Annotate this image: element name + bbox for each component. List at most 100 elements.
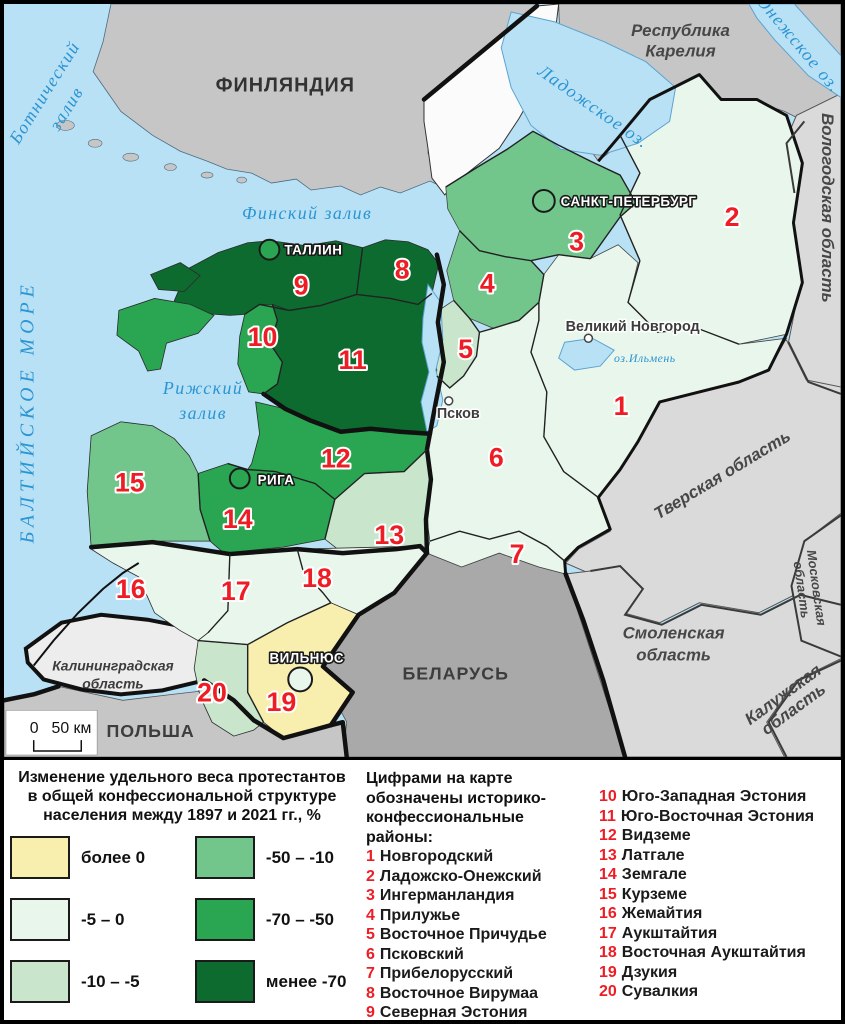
- index-item-name: Восточное Вирумаа: [379, 984, 539, 1002]
- index-item: 3 Ингерманландия: [366, 886, 593, 906]
- border-lithuania-belarus: [320, 550, 430, 728]
- index-item-number: 10: [599, 788, 617, 805]
- index-item-name: Юго-Восточная Эстония: [620, 807, 815, 825]
- legend-column-2: -50 – -10 -70 – -50 менее -70: [194, 836, 354, 1020]
- legend-label: менее -70: [265, 971, 347, 991]
- index-item-number: 4: [366, 906, 375, 924]
- region-number-18: 18: [302, 563, 332, 593]
- index-item-name: Новгородский: [379, 848, 494, 865]
- index-item-name: Латгале: [621, 846, 685, 864]
- karelia-label-line1: Республика: [631, 21, 730, 40]
- index-item-number: 13: [599, 846, 617, 864]
- vilnius-label: ВИЛЬНЮС: [269, 650, 344, 665]
- legend-swatch: [10, 960, 70, 1003]
- border-estonia-latvia: [261, 391, 433, 436]
- vologda-oblast-label: Вологодская область: [818, 113, 837, 303]
- index-item-name: Восточная Аукштайтия: [621, 944, 806, 961]
- index-item-number: 6: [366, 945, 375, 963]
- index-item-number: 3: [366, 887, 375, 904]
- legend-item: -5 – 0: [10, 898, 195, 941]
- index-item-number: 17: [599, 924, 617, 942]
- legend-label: более 0: [81, 847, 146, 867]
- index-item-name: Ладожско-Онежский: [379, 867, 542, 885]
- riga-marker: [228, 467, 251, 490]
- index-item-name: Восточное Причудье: [379, 926, 547, 943]
- region-number-3: 3: [569, 227, 584, 257]
- legend-title: Изменение удельного веса протестантов в …: [10, 768, 354, 825]
- map-canvas: Ботнический залив БАЛТИЙСКОЕ МОРЕ Фински…: [4, 4, 841, 757]
- region-number-4: 4: [480, 268, 495, 298]
- state-borders: [4, 4, 628, 757]
- study-zone-outer-boundary: [563, 73, 804, 575]
- index-header: Цифрами на карте обозначены историко- ко…: [366, 769, 593, 847]
- gulf-of-finland-label: Финский залив: [242, 203, 372, 223]
- legend-item: -10 – -5: [10, 960, 195, 1003]
- index-item: 2 Ладожско-Онежский: [366, 867, 593, 887]
- index-item-number: 19: [599, 963, 617, 981]
- index-item-number: 18: [599, 944, 617, 961]
- index-header-line3: конфессиональные районы:: [366, 809, 524, 846]
- legend-title-line3: населения между 1897 и 2021 гг., %: [43, 807, 321, 824]
- lake-onega: [748, 4, 841, 99]
- saint-petersburg-marker: [531, 189, 556, 213]
- scale-distance-label: 50 км: [52, 720, 92, 737]
- legend-item: -70 – -50: [194, 898, 354, 941]
- index-item: 10 Юго-Западная Эстония: [599, 787, 841, 807]
- region-number-16: 16: [116, 574, 146, 604]
- border-latvia-russia: [423, 431, 434, 556]
- index-item: 16 Жемайтия: [599, 904, 841, 924]
- border-estonia-russia: [427, 252, 447, 436]
- finland-label: ФИНЛЯНДИЯ: [216, 74, 355, 96]
- index-item: 6 Псковский: [366, 945, 593, 965]
- index-item-number: 8: [366, 984, 375, 1002]
- index-item-number: 20: [599, 983, 617, 1000]
- region-number-1: 1: [614, 391, 629, 421]
- index-item-number: 9: [366, 1004, 375, 1021]
- poland-label: ПОЛЬША: [106, 721, 194, 741]
- index-item-number: 16: [599, 905, 617, 922]
- index-column-2: 10 Юго-Западная Эстония 11 Юго-Восточная Э…: [593, 760, 841, 1017]
- legend-swatch-grid: более 0 -5 – 0 -10 – -5 -50 – -10: [10, 836, 354, 1020]
- index-header-line2: обозначены историко-: [366, 789, 546, 807]
- baltic-sea-label: БАЛТИЙСКОЕ МОРЕ: [16, 280, 39, 544]
- region-number-15: 15: [115, 467, 145, 497]
- saint-petersburg-label: САНКТ-ПЕТЕРБУРГ: [561, 194, 697, 209]
- index-item: 12 Видземе: [599, 826, 841, 846]
- region-number-6: 6: [489, 442, 504, 472]
- region-number-13: 13: [374, 520, 404, 550]
- index-item: 7 Прибелорусский: [366, 964, 593, 984]
- belarus-label: БЕЛАРУСЬ: [402, 663, 508, 683]
- legend-label: -5 – 0: [81, 909, 125, 929]
- index-item-number: 11: [599, 807, 616, 825]
- legend-column-1: более 0 -5 – 0 -10 – -5: [10, 836, 195, 1020]
- region-number-10: 10: [248, 322, 278, 352]
- index-item-number: 1: [366, 848, 375, 865]
- legend-item: более 0: [10, 836, 195, 879]
- tallinn-marker: [258, 238, 281, 261]
- internal-region-borders: [197, 130, 740, 723]
- border-finland-russia: [421, 4, 540, 102]
- smolensk-oblast-label-line2: область: [636, 645, 711, 664]
- border-lithuania-poland: [201, 678, 334, 741]
- index-item: 8 Восточное Вирумаа: [366, 984, 593, 1004]
- scale-zero-label: 0: [30, 720, 39, 737]
- index-item-name: Видземе: [621, 827, 691, 844]
- border-poland-coast: [4, 684, 61, 703]
- index-item-name: Прибелорусский: [379, 965, 514, 982]
- legend-swatch: [194, 960, 255, 1003]
- curonian-spit-line: [32, 562, 140, 667]
- border-belarus-russia: [563, 571, 628, 757]
- legend-label: -10 – -5: [81, 971, 140, 991]
- scale-bracket: [32, 740, 83, 752]
- index-item-number: 7: [366, 965, 375, 982]
- kaluga-oblast-shape: [766, 657, 841, 757]
- pskov-marker: [444, 396, 454, 406]
- index-item: 1 Новгородский: [366, 847, 593, 867]
- legend-label: -50 – -10: [265, 847, 334, 867]
- hiiumaa-island-shape: [150, 262, 201, 292]
- index-item-name: Курземе: [621, 885, 687, 903]
- legend-block: Изменение удельного веса протестантов в …: [4, 760, 356, 1017]
- tallinn-label: ТАЛЛИН: [284, 243, 342, 258]
- gulf-of-riga-label-line2: залив: [178, 403, 227, 423]
